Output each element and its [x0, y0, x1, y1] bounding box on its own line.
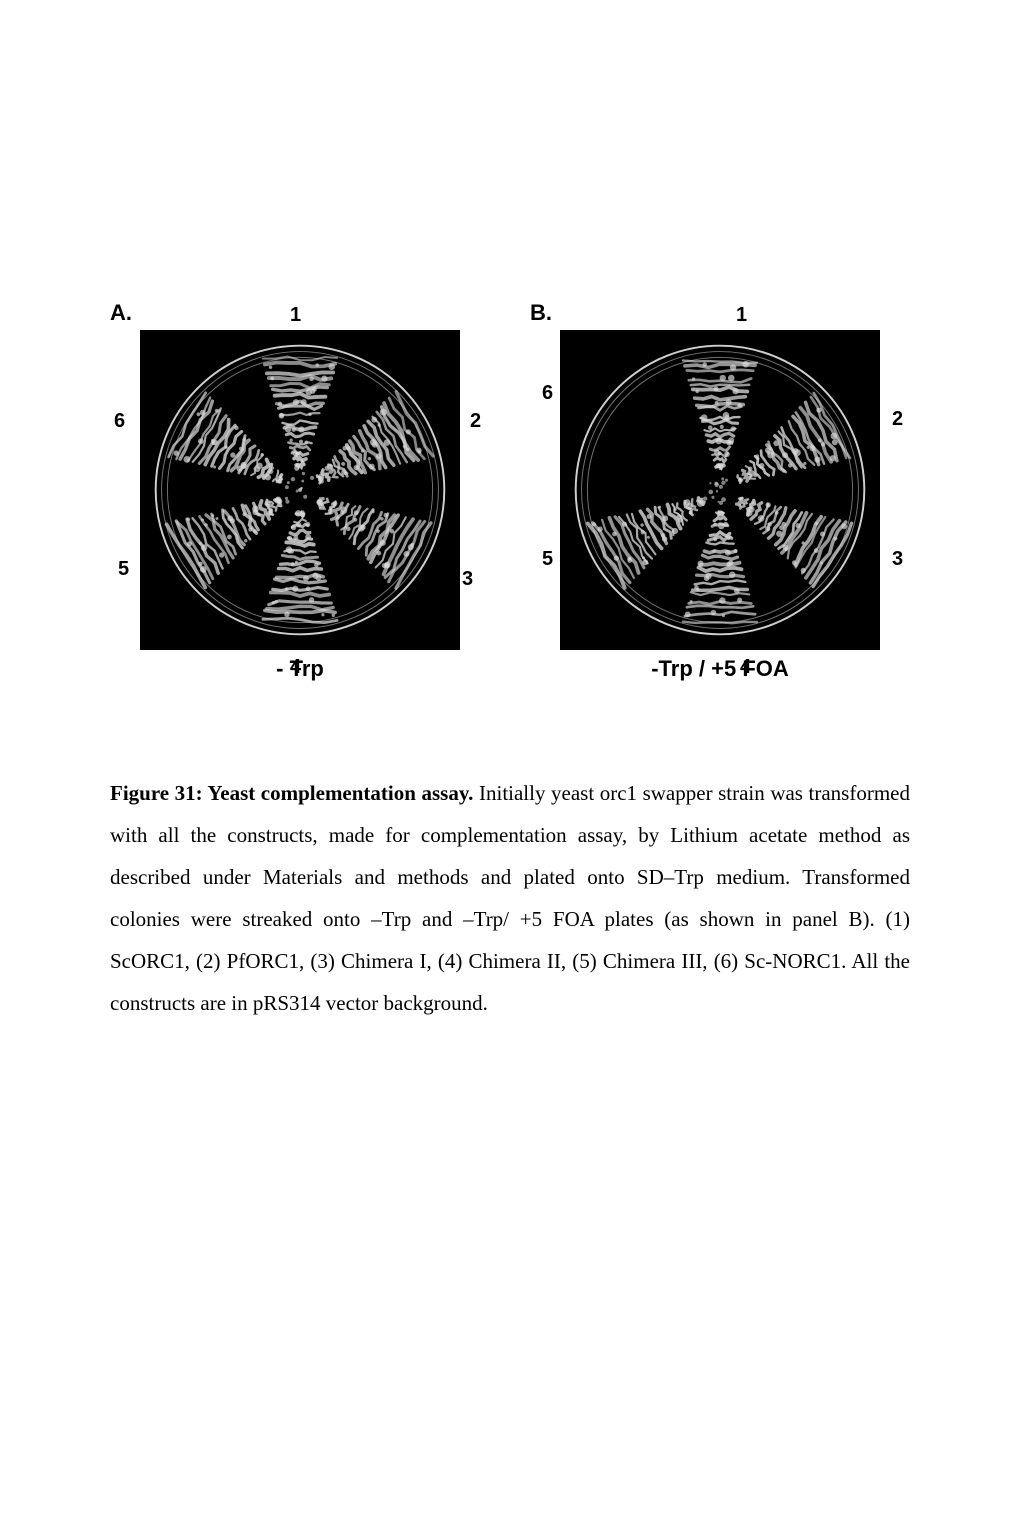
panel-a-plate-svg	[144, 334, 456, 646]
panel-b-sector-6: 6	[542, 382, 553, 405]
panel-b-sector-4: 4	[740, 656, 751, 679]
figure-caption: Figure 31: Yeast complementation assay. …	[110, 772, 910, 1024]
panel-b-condition: -Trp / +5 FOA	[530, 656, 910, 682]
caption-title: Figure 31: Yeast complementation assay.	[110, 781, 473, 805]
panel-b-sector-1: 1	[736, 304, 747, 327]
figure-page: A. 1 2 3 4 5 6 - Trp B. 1 2 3 4 5 6 -Trp…	[110, 300, 910, 1024]
panel-b-sector-2: 2	[892, 408, 903, 431]
caption-body: Initially yeast orc1 swapper strain was …	[110, 781, 910, 1015]
panel-b-sector-5: 5	[542, 548, 553, 571]
panel-a-sector-1: 1	[290, 304, 301, 327]
panel-a: A. 1 2 3 4 5 6 - Trp	[110, 300, 490, 682]
panel-b-plate-svg	[564, 334, 876, 646]
panel-a-label: A.	[110, 300, 132, 326]
panel-b: B. 1 2 3 4 5 6 -Trp / +5 FOA	[530, 300, 910, 682]
panel-a-sector-4: 4	[290, 656, 301, 679]
panel-b-plate	[560, 330, 880, 650]
panel-a-sector-6: 6	[114, 410, 125, 433]
panel-a-sector-5: 5	[118, 558, 129, 581]
panel-a-sector-3: 3	[462, 568, 473, 591]
panel-a-sector-2: 2	[470, 410, 481, 433]
panel-b-sector-3: 3	[892, 548, 903, 571]
panel-b-label: B.	[530, 300, 552, 326]
figure-row: A. 1 2 3 4 5 6 - Trp B. 1 2 3 4 5 6 -Trp…	[110, 300, 910, 682]
panel-a-plate	[140, 330, 460, 650]
